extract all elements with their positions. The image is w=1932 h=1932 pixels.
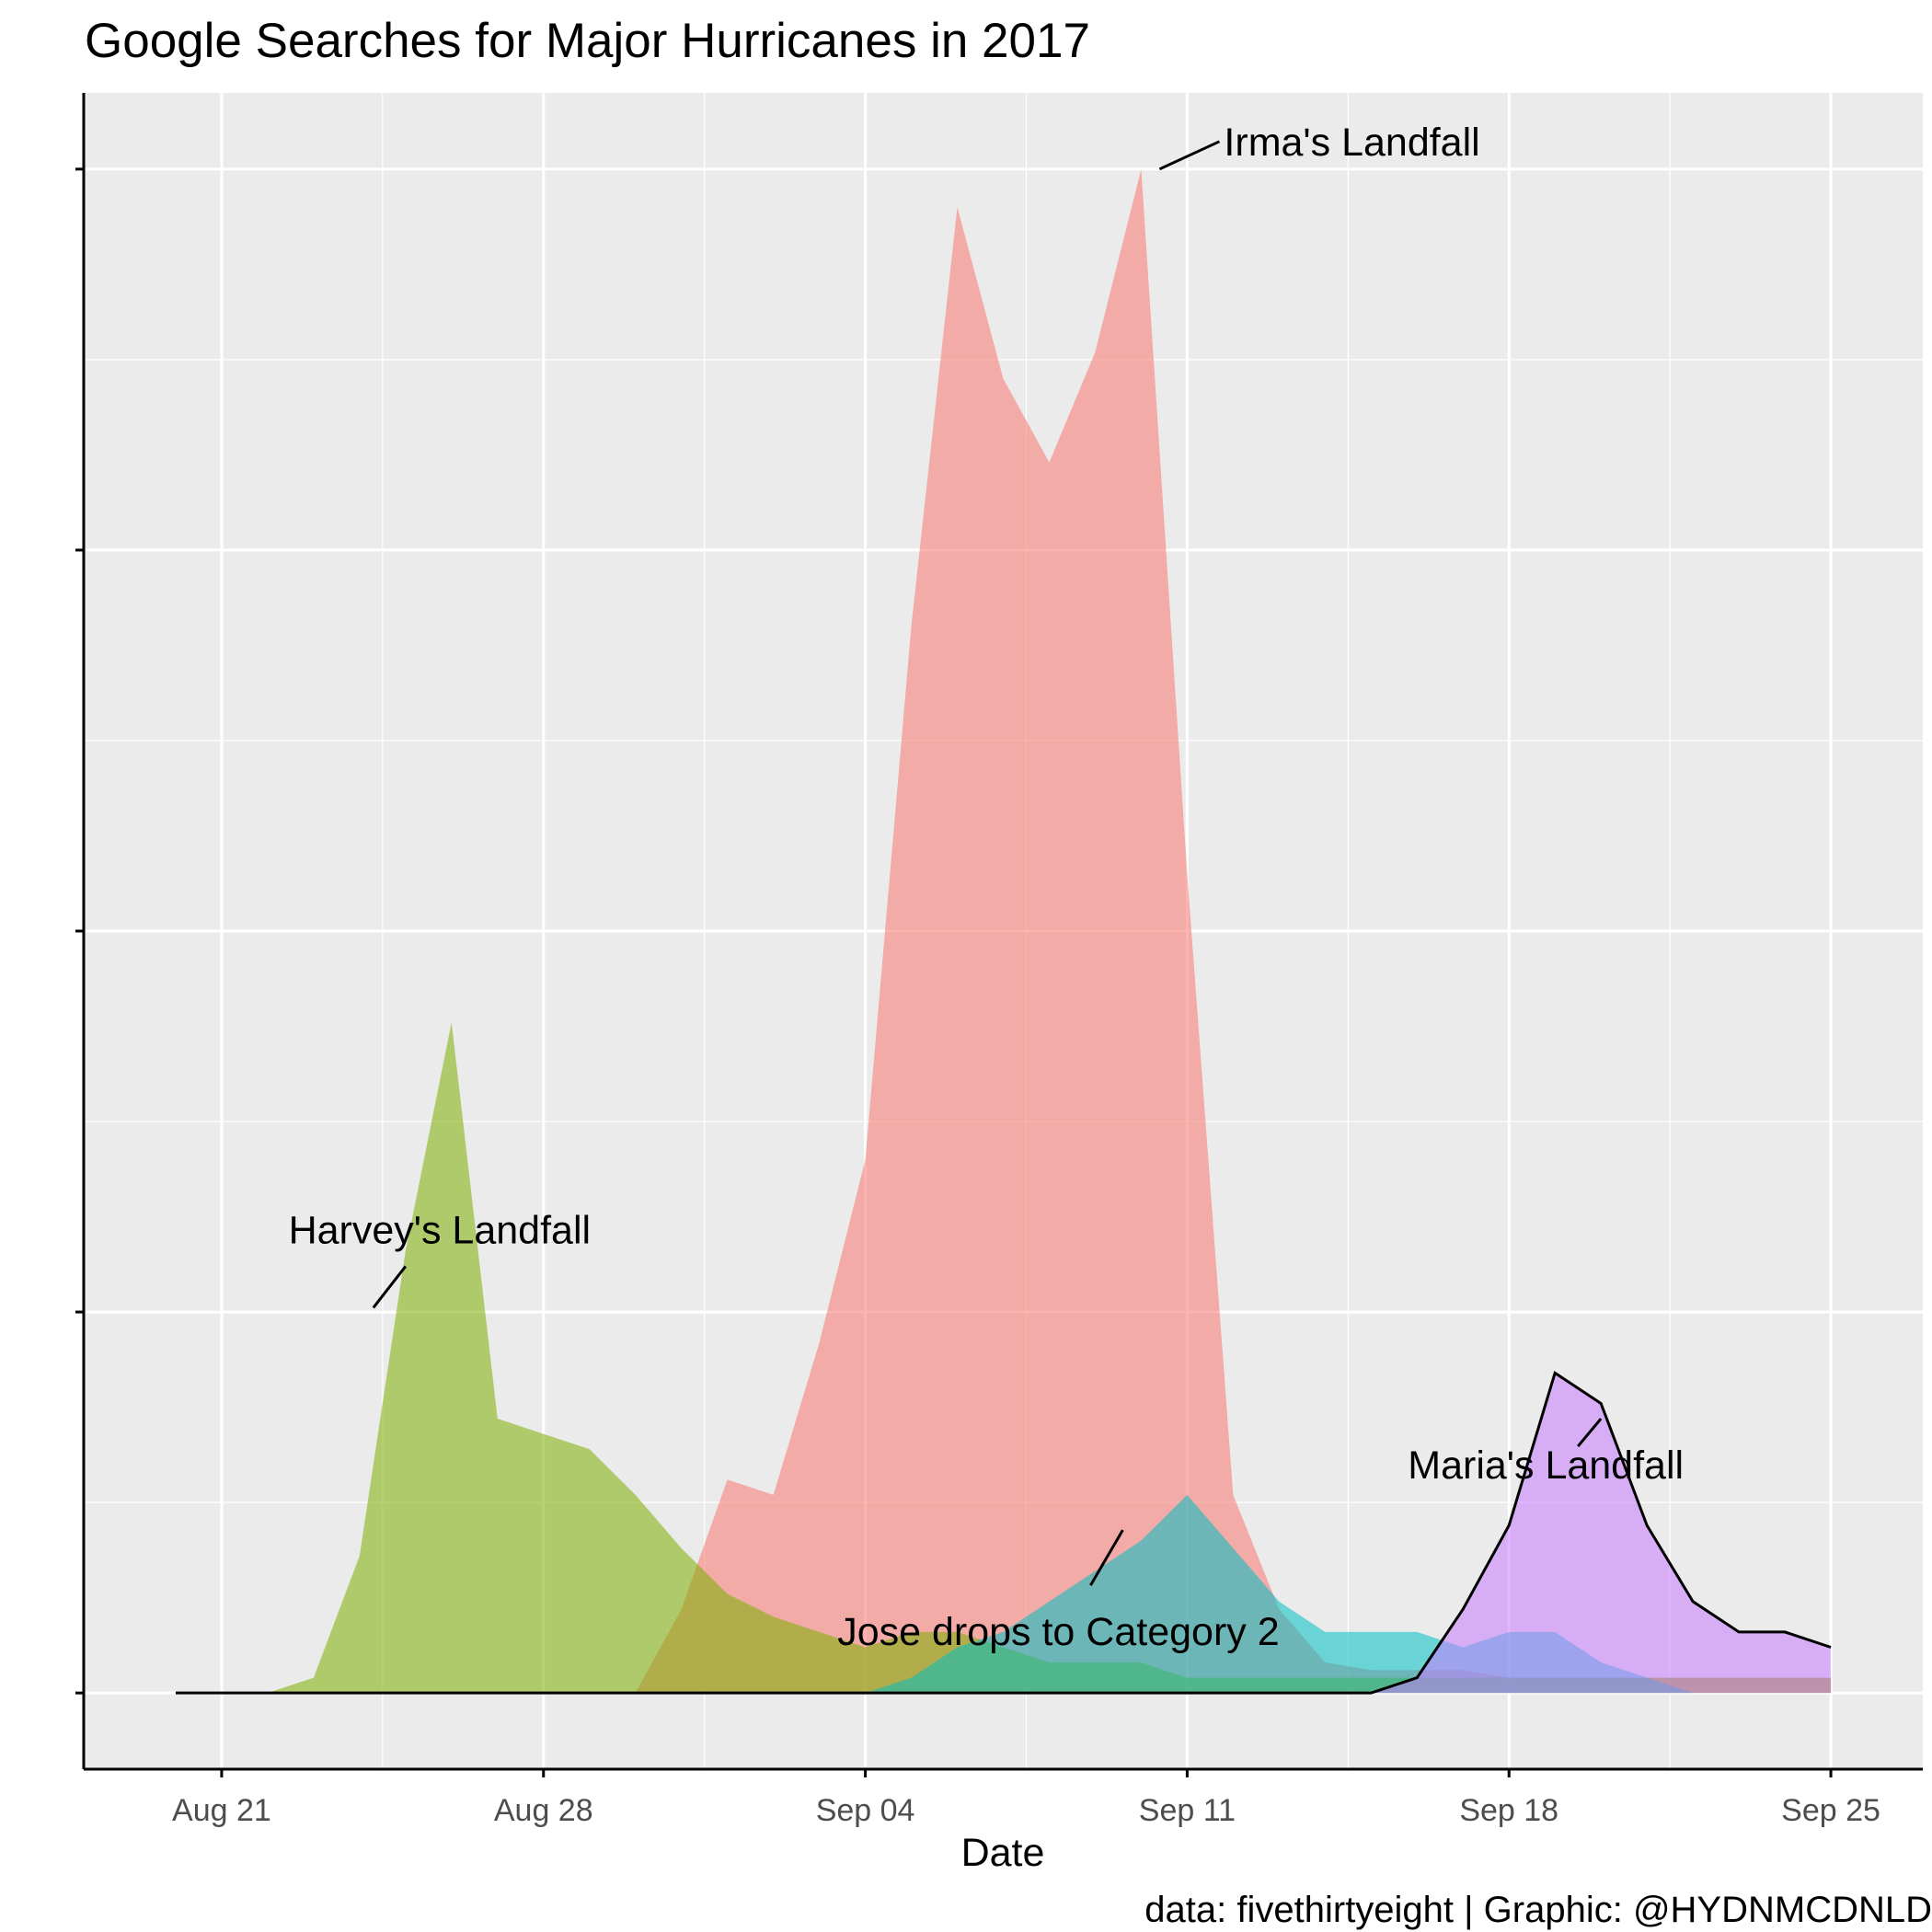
x-tick-label: Sep 18 [1459, 1793, 1558, 1828]
annotation-label: Jose drops to Category 2 [837, 1610, 1279, 1654]
annotation-label: Harvey's Landfall [289, 1208, 591, 1252]
annotation-pointer [1158, 140, 1221, 171]
annotation-label: Maria's Landfall [1408, 1443, 1684, 1488]
x-tick-label: Sep 04 [816, 1793, 915, 1828]
x-tick-label: Sep 11 [1139, 1793, 1236, 1828]
y-axis [75, 93, 86, 1769]
annotation-pointer [1577, 1418, 1603, 1447]
annotations: Harvey's Landfall Irma's Landfall Jose dro… [289, 121, 1684, 1654]
x-tick-label: Aug 21 [172, 1793, 271, 1828]
area-series-1 [175, 168, 1832, 1694]
caption: data: fivethirtyeight | Graphic: @HYDNMC… [1144, 1890, 1932, 1930]
area-series-3 [175, 1494, 1832, 1694]
x-axis-label: Date [961, 1831, 1045, 1875]
x-tick-label: Sep 25 [1781, 1793, 1880, 1828]
x-axis: Aug 21 Aug 28 Sep 04 Sep 11 Sep 18 Sep 25 [84, 1767, 1923, 1828]
chart-title: Google Searches for Major Hurricanes in … [85, 14, 1090, 68]
area-outline-4 [175, 1370, 1832, 1695]
area-series-2 [175, 1022, 1832, 1694]
annotation-pointer [1089, 1529, 1124, 1586]
x-tick-label: Aug 28 [494, 1793, 593, 1828]
annotation-pointer [372, 1265, 408, 1309]
annotation-label: Irma's Landfall [1224, 121, 1479, 165]
area-series-4 [175, 1373, 1832, 1694]
area-series [175, 168, 1832, 1695]
